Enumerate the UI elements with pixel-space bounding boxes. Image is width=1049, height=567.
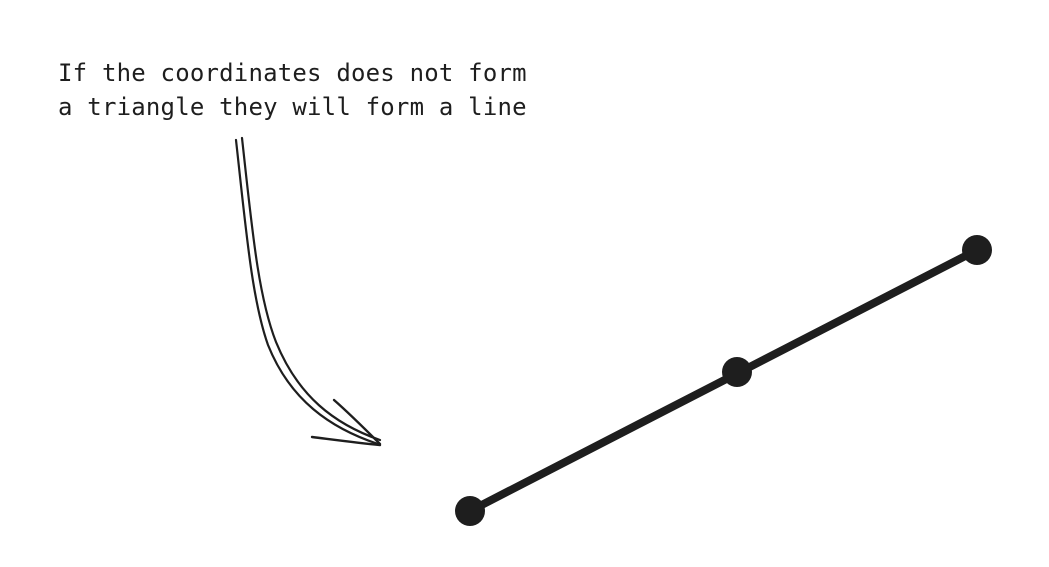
point-a xyxy=(455,496,485,526)
arrow-head-lower xyxy=(310,435,382,447)
collinear-line xyxy=(455,235,992,526)
annotation-line-2: a triangle they will form a line xyxy=(58,93,527,121)
curved-arrow-icon xyxy=(234,136,382,447)
arrow-shaft-stroke-2 xyxy=(240,136,382,442)
arrow-shaft-stroke-1 xyxy=(234,138,380,446)
annotation-line-1: If the coordinates does not form xyxy=(58,59,527,87)
point-c xyxy=(962,235,992,265)
point-b xyxy=(722,357,752,387)
arrow-head-upper xyxy=(332,398,382,446)
line-segment xyxy=(466,246,981,515)
